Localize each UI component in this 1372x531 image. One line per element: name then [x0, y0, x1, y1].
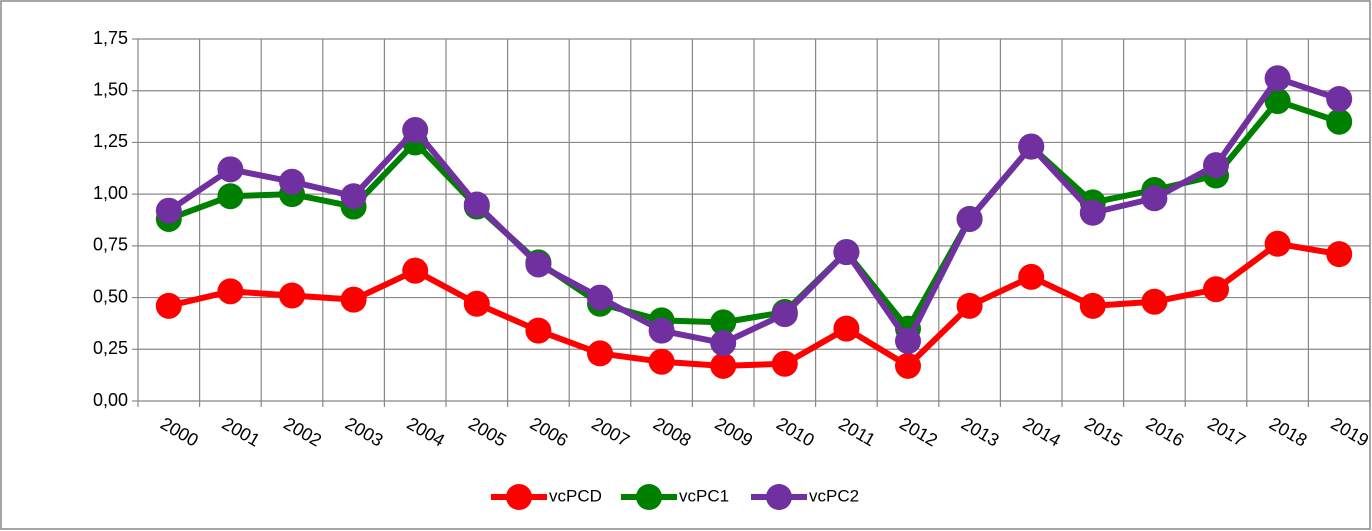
data-point	[1264, 230, 1291, 257]
data-point	[1326, 108, 1353, 135]
data-point	[279, 168, 305, 195]
data-point	[587, 284, 613, 311]
data-point	[1326, 241, 1353, 268]
data-point	[710, 309, 737, 336]
data-point	[833, 315, 860, 342]
y-tick-label: 1,75	[93, 28, 128, 48]
data-point	[1079, 199, 1106, 226]
data-point	[525, 317, 552, 344]
legend-marker	[636, 484, 662, 510]
y-tick-label: 1,25	[93, 131, 128, 151]
data-point	[771, 301, 798, 328]
data-point	[340, 286, 367, 313]
data-point	[402, 257, 429, 284]
data-point	[1141, 288, 1168, 315]
data-point	[648, 348, 675, 375]
data-point	[1141, 185, 1168, 212]
data-point	[1018, 263, 1045, 290]
data-point	[155, 292, 182, 319]
legend-marker	[506, 484, 532, 510]
data-point	[402, 117, 429, 144]
data-point	[1018, 133, 1045, 160]
data-point	[1264, 88, 1291, 115]
data-point	[710, 352, 737, 379]
y-tick-label: 1,00	[93, 183, 128, 203]
data-point	[1264, 65, 1291, 92]
data-point	[463, 290, 490, 317]
data-point	[1326, 85, 1353, 112]
data-point	[771, 350, 798, 377]
data-point	[217, 278, 244, 305]
data-point	[710, 330, 737, 357]
y-tick-label: 0,25	[93, 338, 128, 358]
data-point	[1203, 152, 1229, 179]
data-point	[463, 191, 490, 218]
data-point	[525, 251, 552, 278]
y-tick-label: 0,50	[93, 286, 128, 306]
y-tick-label: 0,00	[93, 390, 128, 410]
data-point	[1203, 276, 1229, 303]
data-point	[279, 282, 305, 309]
data-point	[833, 239, 860, 266]
data-point	[895, 352, 921, 379]
data-point	[217, 183, 244, 210]
legend-marker	[766, 484, 792, 510]
y-tick-label: 0,75	[93, 235, 128, 255]
data-point	[895, 328, 921, 355]
legend-label: vcPC1	[679, 486, 729, 505]
data-point	[217, 156, 244, 183]
legend-label: vcPCD	[549, 486, 602, 505]
data-point	[1079, 292, 1106, 319]
legend-label: vcPC2	[809, 486, 859, 505]
data-point	[587, 340, 613, 367]
data-point	[956, 205, 983, 232]
data-point	[155, 197, 182, 224]
data-point	[340, 183, 367, 210]
data-point	[648, 317, 675, 344]
data-point	[956, 292, 983, 319]
y-tick-label: 1,50	[93, 79, 128, 99]
